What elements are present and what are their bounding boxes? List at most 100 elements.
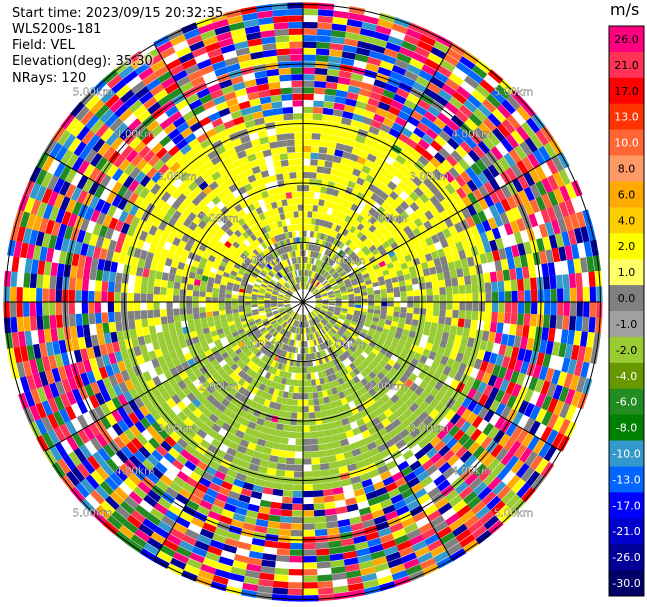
velocity-gate	[349, 79, 362, 88]
velocity-gate	[374, 252, 382, 260]
velocity-gate	[195, 110, 209, 122]
velocity-gate	[473, 481, 488, 496]
velocity-gate	[188, 271, 196, 279]
velocity-gate	[287, 392, 294, 399]
velocity-gate	[153, 89, 168, 102]
velocity-gate	[343, 278, 351, 284]
velocity-gate	[47, 397, 59, 414]
velocity-gate	[317, 574, 333, 582]
velocity-gate	[391, 23, 408, 35]
velocity-gate	[411, 319, 419, 327]
velocity-gate	[373, 562, 390, 573]
velocity-gate	[175, 493, 189, 505]
velocity-gate	[356, 249, 364, 257]
velocity-gate	[256, 322, 264, 328]
velocity-gate	[348, 195, 357, 204]
velocity-gate	[265, 292, 272, 296]
velocity-gate	[274, 313, 281, 319]
velocity-gate	[326, 332, 332, 339]
velocity-gate	[195, 482, 209, 494]
velocity-gate	[254, 330, 261, 337]
velocity-gate	[264, 298, 271, 301]
velocity-gate	[517, 278, 524, 291]
velocity-gate	[305, 327, 308, 334]
velocity-gate	[381, 54, 397, 65]
velocity-gate	[281, 377, 287, 385]
velocity-gate	[455, 241, 464, 252]
velocity-gate	[205, 306, 213, 313]
velocity-gate	[171, 459, 185, 471]
velocity-gate	[425, 128, 439, 140]
velocity-gate	[313, 332, 317, 339]
velocity-gate	[57, 366, 68, 381]
velocity-gate	[249, 497, 261, 506]
velocity-gate	[214, 25, 231, 36]
velocity-gate	[18, 257, 26, 273]
velocity-gate	[497, 366, 508, 379]
velocity-gate	[497, 280, 505, 292]
velocity-gate	[41, 400, 53, 416]
velocity-gate	[374, 407, 384, 417]
velocity-gate	[193, 279, 201, 286]
velocity-gate	[472, 302, 479, 312]
velocity-gate	[318, 260, 324, 268]
velocity-gate	[221, 422, 232, 432]
velocity-gate	[444, 278, 452, 287]
velocity-gate	[547, 190, 559, 207]
velocity-gate	[281, 430, 290, 438]
velocity-gate	[310, 250, 314, 258]
velocity-gate	[455, 61, 472, 76]
velocity-gate	[452, 67, 468, 81]
velocity-gate	[494, 416, 506, 430]
velocity-gate	[368, 468, 380, 479]
velocity-gate	[482, 241, 492, 253]
velocity-gate	[383, 545, 399, 556]
velocity-gate	[520, 466, 535, 483]
velocity-gate	[222, 256, 230, 264]
velocity-gate	[471, 500, 486, 515]
velocity-gate	[257, 334, 265, 341]
velocity-gate	[282, 275, 288, 282]
velocity-gate	[42, 288, 49, 302]
velocity-gate	[576, 287, 583, 302]
velocity-gate	[278, 270, 284, 277]
velocity-gate	[387, 297, 394, 302]
velocity-gate	[23, 287, 30, 302]
velocity-gate	[73, 241, 83, 255]
velocity-gate	[178, 421, 190, 433]
velocity-gate	[230, 519, 244, 529]
velocity-gate	[226, 63, 241, 73]
velocity-gate	[343, 557, 359, 566]
velocity-gate	[529, 390, 541, 406]
velocity-gate	[561, 231, 571, 247]
velocity-gate	[97, 333, 106, 346]
velocity-gate	[273, 347, 280, 354]
velocity-gate	[219, 79, 233, 89]
velocity-gate	[271, 329, 277, 336]
velocity-gate	[215, 210, 225, 219]
velocity-gate	[313, 245, 319, 252]
velocity-gate	[346, 328, 354, 334]
velocity-gate	[313, 503, 325, 510]
velocity-gate	[502, 323, 511, 335]
velocity-gate	[563, 302, 570, 316]
velocity-gate	[41, 188, 53, 204]
velocity-gate	[501, 235, 511, 248]
velocity-gate	[329, 345, 335, 353]
velocity-gate	[460, 170, 472, 184]
velocity-gate	[479, 253, 488, 264]
velocity-gate	[316, 48, 330, 56]
velocity-gate	[246, 189, 256, 198]
velocity-gate	[89, 323, 97, 336]
velocity-gate	[523, 349, 533, 363]
velocity-gate	[540, 380, 551, 396]
velocity-gate	[246, 563, 262, 573]
velocity-gate	[282, 246, 287, 254]
velocity-gate	[451, 342, 461, 353]
velocity-gate	[225, 393, 234, 402]
velocity-gate	[361, 144, 372, 154]
velocity-gate	[340, 538, 355, 547]
velocity-gate	[424, 533, 440, 546]
velocity-gate	[117, 419, 129, 433]
velocity-gate	[357, 554, 373, 564]
